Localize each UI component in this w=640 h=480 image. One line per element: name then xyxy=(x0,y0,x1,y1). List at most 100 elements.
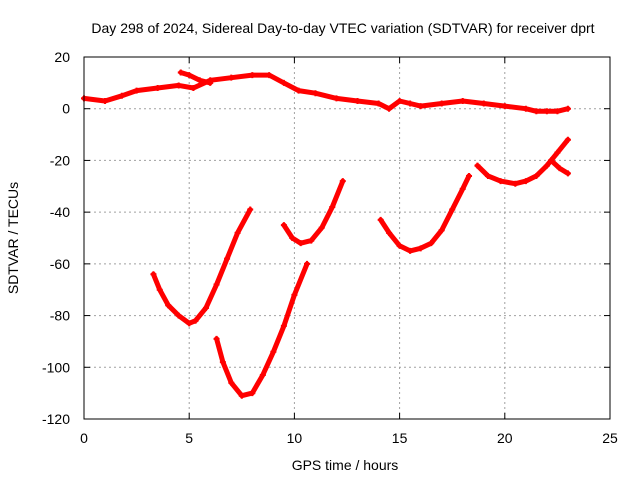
data-point xyxy=(289,235,296,241)
data-point xyxy=(234,229,241,236)
y-tick-label: -100 xyxy=(42,359,70,375)
data-point xyxy=(297,240,304,247)
data-point xyxy=(375,100,382,107)
data-point xyxy=(175,312,182,319)
chart-title: Day 298 of 2024, Sidereal Day-to-day VTE… xyxy=(91,20,594,36)
data-point xyxy=(196,77,203,84)
data-point xyxy=(270,348,277,355)
x-axis-label: GPS time / hours xyxy=(292,457,399,473)
data-point xyxy=(280,322,287,329)
data-point xyxy=(333,95,340,102)
data-point xyxy=(219,359,226,366)
series-line-arc-9.5 xyxy=(281,178,346,246)
data-point xyxy=(308,237,315,244)
data-point xyxy=(249,72,256,79)
data-point xyxy=(118,92,125,99)
data-point xyxy=(175,82,182,89)
data-point xyxy=(154,85,161,92)
data-point xyxy=(228,379,235,386)
series-layer xyxy=(81,69,571,399)
data-point xyxy=(474,162,481,169)
x-tick-label: 10 xyxy=(287,430,303,446)
x-tick-label: 25 xyxy=(602,430,618,446)
grid-layer xyxy=(84,57,610,419)
data-point xyxy=(186,320,193,327)
data-point xyxy=(133,87,140,94)
data-point xyxy=(522,178,529,185)
data-point xyxy=(484,172,491,179)
x-tick-label: 5 xyxy=(185,430,193,446)
data-point xyxy=(501,103,508,110)
data-point xyxy=(291,291,298,298)
data-point xyxy=(407,100,414,107)
y-tick-label: -60 xyxy=(50,256,70,272)
x-tick-label: 0 xyxy=(80,430,88,446)
data-point xyxy=(192,317,199,324)
data-point xyxy=(312,90,319,97)
data-point xyxy=(280,79,287,86)
data-point xyxy=(213,335,220,342)
data-point xyxy=(533,172,540,179)
data-point xyxy=(543,162,550,169)
data-point xyxy=(102,97,109,104)
data-point xyxy=(304,260,311,267)
data-point xyxy=(543,108,550,115)
series-line-arc-14.1 xyxy=(378,173,472,254)
data-point xyxy=(266,72,273,79)
data-point xyxy=(247,206,254,213)
data-point xyxy=(522,105,529,112)
data-point xyxy=(280,222,287,229)
data-point xyxy=(396,97,403,104)
data-point xyxy=(259,372,266,379)
data-point xyxy=(480,100,487,107)
data-point xyxy=(554,108,561,115)
series-line-arc-6.3 xyxy=(214,261,310,399)
data-point xyxy=(564,136,571,143)
data-point xyxy=(548,157,555,164)
data-point xyxy=(428,240,435,247)
data-point xyxy=(224,255,231,262)
data-point xyxy=(556,165,563,172)
data-point xyxy=(354,97,361,104)
x-tick-label: 20 xyxy=(497,430,513,446)
data-point xyxy=(564,170,571,177)
y-tick-label: -20 xyxy=(50,152,70,168)
data-point xyxy=(466,172,473,179)
data-point xyxy=(533,108,540,115)
data-point xyxy=(186,72,193,79)
data-point xyxy=(407,247,414,254)
data-point xyxy=(386,229,393,236)
series-line-arc-near-zero xyxy=(81,72,571,114)
y-tick-label: 20 xyxy=(54,49,70,65)
data-point xyxy=(190,85,197,92)
data-point xyxy=(564,105,571,112)
data-point xyxy=(295,87,302,94)
data-point xyxy=(386,105,393,112)
data-point xyxy=(318,224,325,231)
y-tick-label: -120 xyxy=(42,411,70,427)
data-point xyxy=(213,281,220,288)
data-point xyxy=(459,185,466,192)
data-point xyxy=(165,302,172,309)
data-point xyxy=(396,242,403,249)
data-point xyxy=(417,245,424,252)
data-point xyxy=(438,100,445,107)
data-point xyxy=(377,216,384,223)
data-point xyxy=(329,203,336,210)
y-tick-label: -40 xyxy=(50,204,70,220)
tick-layer: 0 5 10 15 20 25 20 0 -20 -40 -60 -80 -100 -120 xyxy=(42,49,618,446)
data-point xyxy=(512,180,519,187)
data-point xyxy=(449,206,456,213)
y-axis-label: SDTVAR / TECUs xyxy=(5,182,21,294)
data-point xyxy=(177,69,184,76)
data-point xyxy=(417,103,424,110)
y-tick-label: 0 xyxy=(62,101,70,117)
data-point xyxy=(228,74,235,81)
data-point xyxy=(238,392,245,399)
data-point xyxy=(497,178,504,185)
data-point xyxy=(150,271,157,278)
data-point xyxy=(554,149,561,156)
data-point xyxy=(207,79,214,86)
data-point xyxy=(459,97,466,104)
